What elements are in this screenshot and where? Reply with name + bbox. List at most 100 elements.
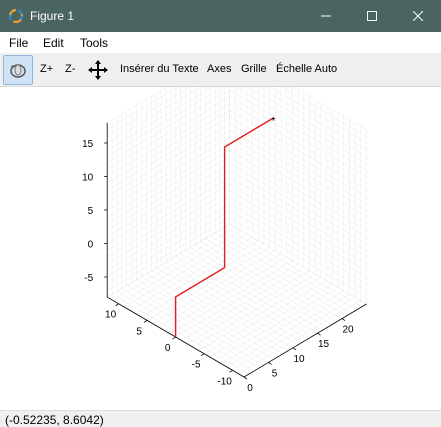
x-tick-mark (268, 362, 272, 365)
grid-line (235, 87, 367, 164)
menu-tools[interactable]: Tools (80, 36, 109, 50)
series-layer: * (174, 116, 276, 338)
grid-line (107, 177, 230, 251)
grid-line (152, 250, 276, 324)
grid-line (229, 223, 367, 305)
grid-line (107, 150, 230, 224)
z-tick-label: -5 (84, 273, 93, 284)
series-line (174, 117, 274, 338)
minimize-button[interactable] (303, 0, 349, 32)
maximize-icon (367, 11, 377, 21)
grid-line (107, 217, 230, 291)
grid-line (198, 277, 322, 351)
x-tick-mark (243, 376, 248, 380)
figure-toolbar: Z+ Z- Insérer du Texte Axes Grille Échel… (0, 53, 441, 87)
insert-text-button[interactable]: Insérer du Texte (120, 63, 199, 75)
grid-line (229, 116, 367, 197)
grid-line (107, 87, 225, 157)
x-tick-label: 10 (293, 354, 305, 365)
grid-line (158, 253, 282, 328)
x-tick-label: 15 (318, 339, 330, 350)
grid-line (107, 156, 230, 231)
grid-line (175, 263, 299, 338)
x-tick-mark (341, 318, 346, 321)
grid-line (107, 103, 230, 177)
plot-canvas[interactable]: 0 5 10 15 20 -10 -5 0 5 10 -5 0 5 10 15 * (0, 87, 441, 410)
grid-line (107, 87, 202, 144)
grid-line (229, 183, 367, 264)
grid-line (229, 177, 367, 258)
grid-line (107, 210, 230, 284)
grid-line (107, 136, 230, 211)
minimize-icon (321, 15, 331, 17)
x-tick-label: 0 (247, 383, 253, 394)
y-tick-mark (143, 320, 148, 323)
y-tick-mark (172, 336, 176, 340)
grid-line (229, 170, 367, 251)
grid-line (107, 116, 230, 191)
grid-line (238, 300, 361, 374)
grid-line (229, 89, 367, 171)
autoscale-button[interactable]: Échelle Auto (276, 63, 338, 75)
y-tick-label: 10 (105, 310, 117, 321)
grid-line (135, 240, 259, 314)
axes-button[interactable]: Axes (207, 63, 232, 75)
zoom-in-button[interactable]: Z+ (40, 63, 54, 75)
grid-line (121, 288, 259, 369)
grid-line (107, 89, 230, 164)
grid-line (229, 156, 367, 238)
grid-line (229, 217, 367, 298)
rotate-button[interactable] (3, 55, 33, 85)
grid-layer (106, 87, 367, 378)
grid-line (229, 130, 367, 211)
grid-line (141, 243, 265, 318)
grid-line (229, 163, 367, 244)
grid-line (107, 143, 230, 217)
grid-line (203, 280, 327, 354)
title-bar: Figure 1 (0, 0, 441, 32)
zoom-out-button[interactable]: Z- (65, 63, 76, 75)
maximize-button[interactable] (349, 0, 395, 32)
grid-button[interactable]: Grille (241, 63, 267, 75)
grid-line (107, 96, 230, 170)
y-tick-mark (200, 353, 205, 357)
grid-line (107, 123, 230, 197)
grid-line (229, 197, 367, 278)
menu-edit[interactable]: Edit (43, 36, 64, 50)
grid-line (229, 123, 367, 204)
grid-line (107, 170, 230, 244)
grid-line (292, 87, 367, 130)
window-title: Figure 1 (30, 9, 75, 23)
grid-line (281, 87, 367, 137)
x-axis-line (243, 303, 367, 378)
grid-line (107, 163, 230, 237)
close-button[interactable] (395, 0, 441, 32)
grid-line (192, 273, 316, 348)
grid-line (169, 260, 293, 334)
grid-line (181, 267, 304, 341)
octave-logo-icon (8, 8, 24, 24)
menu-file[interactable]: File (9, 36, 29, 50)
close-icon (413, 11, 423, 21)
z-tick-label: 0 (88, 239, 94, 250)
grid-line (209, 235, 348, 316)
x-tick-mark (317, 332, 321, 336)
grid-line (229, 143, 367, 224)
grid-line (141, 276, 279, 357)
grid-line (107, 223, 230, 298)
grid-line (229, 150, 367, 231)
grid-line (164, 257, 287, 331)
pan-arrows-icon[interactable] (88, 60, 108, 80)
grid-line (214, 232, 352, 313)
y-tick-label: 5 (136, 326, 142, 337)
grid-line (107, 110, 230, 184)
rotate-3d-icon (10, 64, 26, 78)
grid-line (118, 230, 242, 304)
status-bar: (-0.52235, 8.6042) (0, 410, 441, 427)
grid-line (124, 233, 247, 308)
grid-line (209, 283, 333, 358)
grid-line (111, 293, 250, 375)
grid-line (107, 203, 230, 278)
grid-line (175, 256, 313, 337)
3d-line-plot[interactable]: 0 5 10 15 20 -10 -5 0 5 10 -5 0 5 10 15 * (0, 87, 441, 410)
